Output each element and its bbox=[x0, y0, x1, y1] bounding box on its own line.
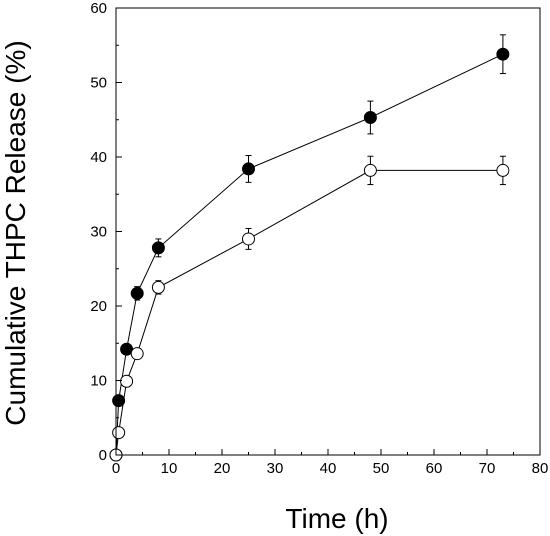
series-1-point bbox=[151, 241, 165, 255]
x-tick-label: 10 bbox=[161, 460, 178, 477]
series-1-point bbox=[130, 286, 144, 300]
y-tick-label: 10 bbox=[90, 373, 107, 390]
series-2-point bbox=[496, 163, 510, 177]
tick-labels: 0 10 20 30 40 50 60 70 80 0 10 20 30 40 50 60 bbox=[90, 0, 548, 477]
series-2-point bbox=[120, 374, 134, 388]
series-2-point bbox=[130, 347, 144, 361]
x-tick-label: 60 bbox=[426, 460, 443, 477]
series-1-point bbox=[112, 394, 126, 408]
series-2-line bbox=[115, 169, 503, 456]
series-1-point bbox=[363, 111, 377, 125]
series-1-point bbox=[496, 47, 510, 61]
series-2-point bbox=[112, 426, 126, 440]
y-tick-label: 30 bbox=[90, 224, 107, 241]
x-tick-label: 0 bbox=[112, 460, 120, 477]
y-tick-label: 60 bbox=[90, 0, 107, 17]
y-axis-title: Cumulative THPC Release (%) bbox=[0, 40, 31, 425]
series-2-point bbox=[363, 163, 377, 177]
x-tick-label: 30 bbox=[267, 460, 284, 477]
axis-ticks bbox=[115, 7, 541, 456]
x-axis-title: Time (h) bbox=[285, 503, 388, 534]
x-tick-label: 80 bbox=[532, 460, 549, 477]
y-tick-label: 20 bbox=[90, 298, 107, 315]
error-bars bbox=[134, 34, 506, 301]
series-2-point bbox=[242, 232, 255, 246]
x-tick-label: 70 bbox=[479, 460, 496, 477]
x-tick-label: 20 bbox=[214, 460, 231, 477]
series-2-point bbox=[151, 280, 165, 294]
y-tick-label: 0 bbox=[99, 447, 107, 464]
data-points bbox=[109, 47, 510, 462]
series-1-line bbox=[115, 53, 504, 456]
plot-border bbox=[115, 7, 541, 456]
y-tick-label: 50 bbox=[90, 75, 107, 92]
x-tick-label: 50 bbox=[373, 460, 390, 477]
y-tick-label: 40 bbox=[90, 149, 107, 166]
x-tick-label: 40 bbox=[320, 460, 337, 477]
plot-frame bbox=[115, 7, 541, 456]
series-1-point bbox=[242, 162, 255, 176]
series-lines bbox=[115, 53, 504, 456]
